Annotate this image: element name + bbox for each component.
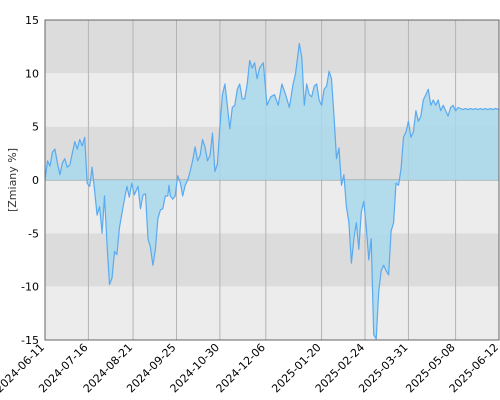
y-tick-labels: 15 10 5 0 -5 -10 -15 <box>21 14 39 347</box>
band <box>45 233 499 287</box>
y-tick-label: -15 <box>21 334 39 347</box>
band <box>45 286 499 340</box>
x-tick-labels: 2024-06-112024-07-162024-08-212024-09-25… <box>0 341 500 395</box>
background-bands <box>45 20 499 340</box>
band <box>45 20 499 74</box>
y-tick-label: 10 <box>25 67 39 80</box>
plot-border <box>44 19 500 341</box>
y-tick-label: 0 <box>32 174 39 187</box>
y-axis-label: [Zmiany %] <box>6 148 19 212</box>
y-tick-label: -10 <box>21 281 39 294</box>
y-tick-label: -5 <box>28 227 39 240</box>
series-line <box>44 42 500 340</box>
plot-frame <box>44 19 500 341</box>
x-tick-label: 2024-12-06 <box>214 341 268 395</box>
y-tick-label: 15 <box>25 14 39 27</box>
series-area <box>45 43 499 339</box>
y-tick-label: 5 <box>32 121 39 134</box>
